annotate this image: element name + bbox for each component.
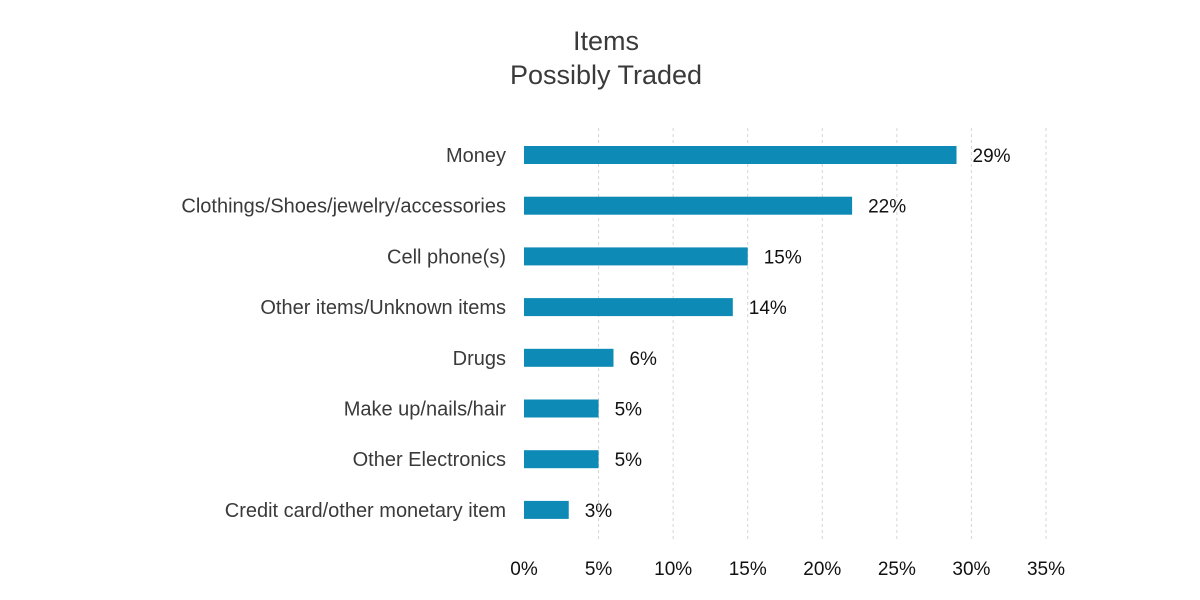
x-tick-label: 25% bbox=[878, 559, 916, 580]
value-labels: 29% 22% 15% 14% 6% 5% 5% 3% bbox=[585, 146, 1011, 522]
category-label: Other Electronics bbox=[353, 449, 506, 471]
bar bbox=[524, 399, 599, 418]
value-label: 6% bbox=[629, 349, 657, 370]
x-tick-label: 10% bbox=[654, 559, 692, 580]
bar bbox=[524, 348, 614, 367]
bar bbox=[524, 450, 599, 469]
value-label: 14% bbox=[749, 298, 787, 319]
bar bbox=[524, 196, 853, 215]
value-label: 5% bbox=[615, 450, 643, 471]
x-tick-label: 15% bbox=[729, 559, 767, 580]
chart-title-line-1: Items bbox=[573, 26, 639, 56]
value-label: 29% bbox=[973, 146, 1011, 167]
category-label: Clothings/Shoes/jewelry/accessories bbox=[181, 196, 506, 218]
x-tick-label: 0% bbox=[510, 559, 538, 580]
x-tick-label: 35% bbox=[1027, 559, 1065, 580]
x-axis-tick-labels: 0% 5% 10% 15% 20% 25% 30% 35% bbox=[510, 559, 1065, 580]
value-label: 15% bbox=[764, 247, 802, 268]
bar bbox=[524, 146, 957, 164]
value-label: 22% bbox=[868, 197, 906, 218]
bar bbox=[524, 500, 569, 519]
category-label: Drugs bbox=[453, 348, 506, 370]
category-label: Money bbox=[446, 145, 506, 167]
chart-title-line-2: Possibly Traded bbox=[510, 60, 702, 90]
category-label: Credit card/other monetary item bbox=[225, 500, 506, 522]
bars-group bbox=[524, 146, 957, 519]
category-label: Cell phone(s) bbox=[387, 246, 506, 268]
category-label: Other items/Unknown items bbox=[260, 297, 506, 319]
chart-title: Items Possibly Traded bbox=[510, 26, 702, 90]
value-label: 5% bbox=[615, 400, 643, 421]
category-labels: Money Clothings/Shoes/jewelry/accessories… bbox=[181, 145, 506, 522]
value-label: 3% bbox=[585, 501, 613, 522]
bar bbox=[524, 298, 733, 317]
x-tick-label: 30% bbox=[952, 559, 990, 580]
bar bbox=[524, 247, 748, 266]
category-label: Make up/nails/hair bbox=[344, 399, 507, 421]
x-tick-label: 20% bbox=[803, 559, 841, 580]
x-tick-label: 5% bbox=[585, 559, 613, 580]
gridlines bbox=[598, 128, 1047, 540]
